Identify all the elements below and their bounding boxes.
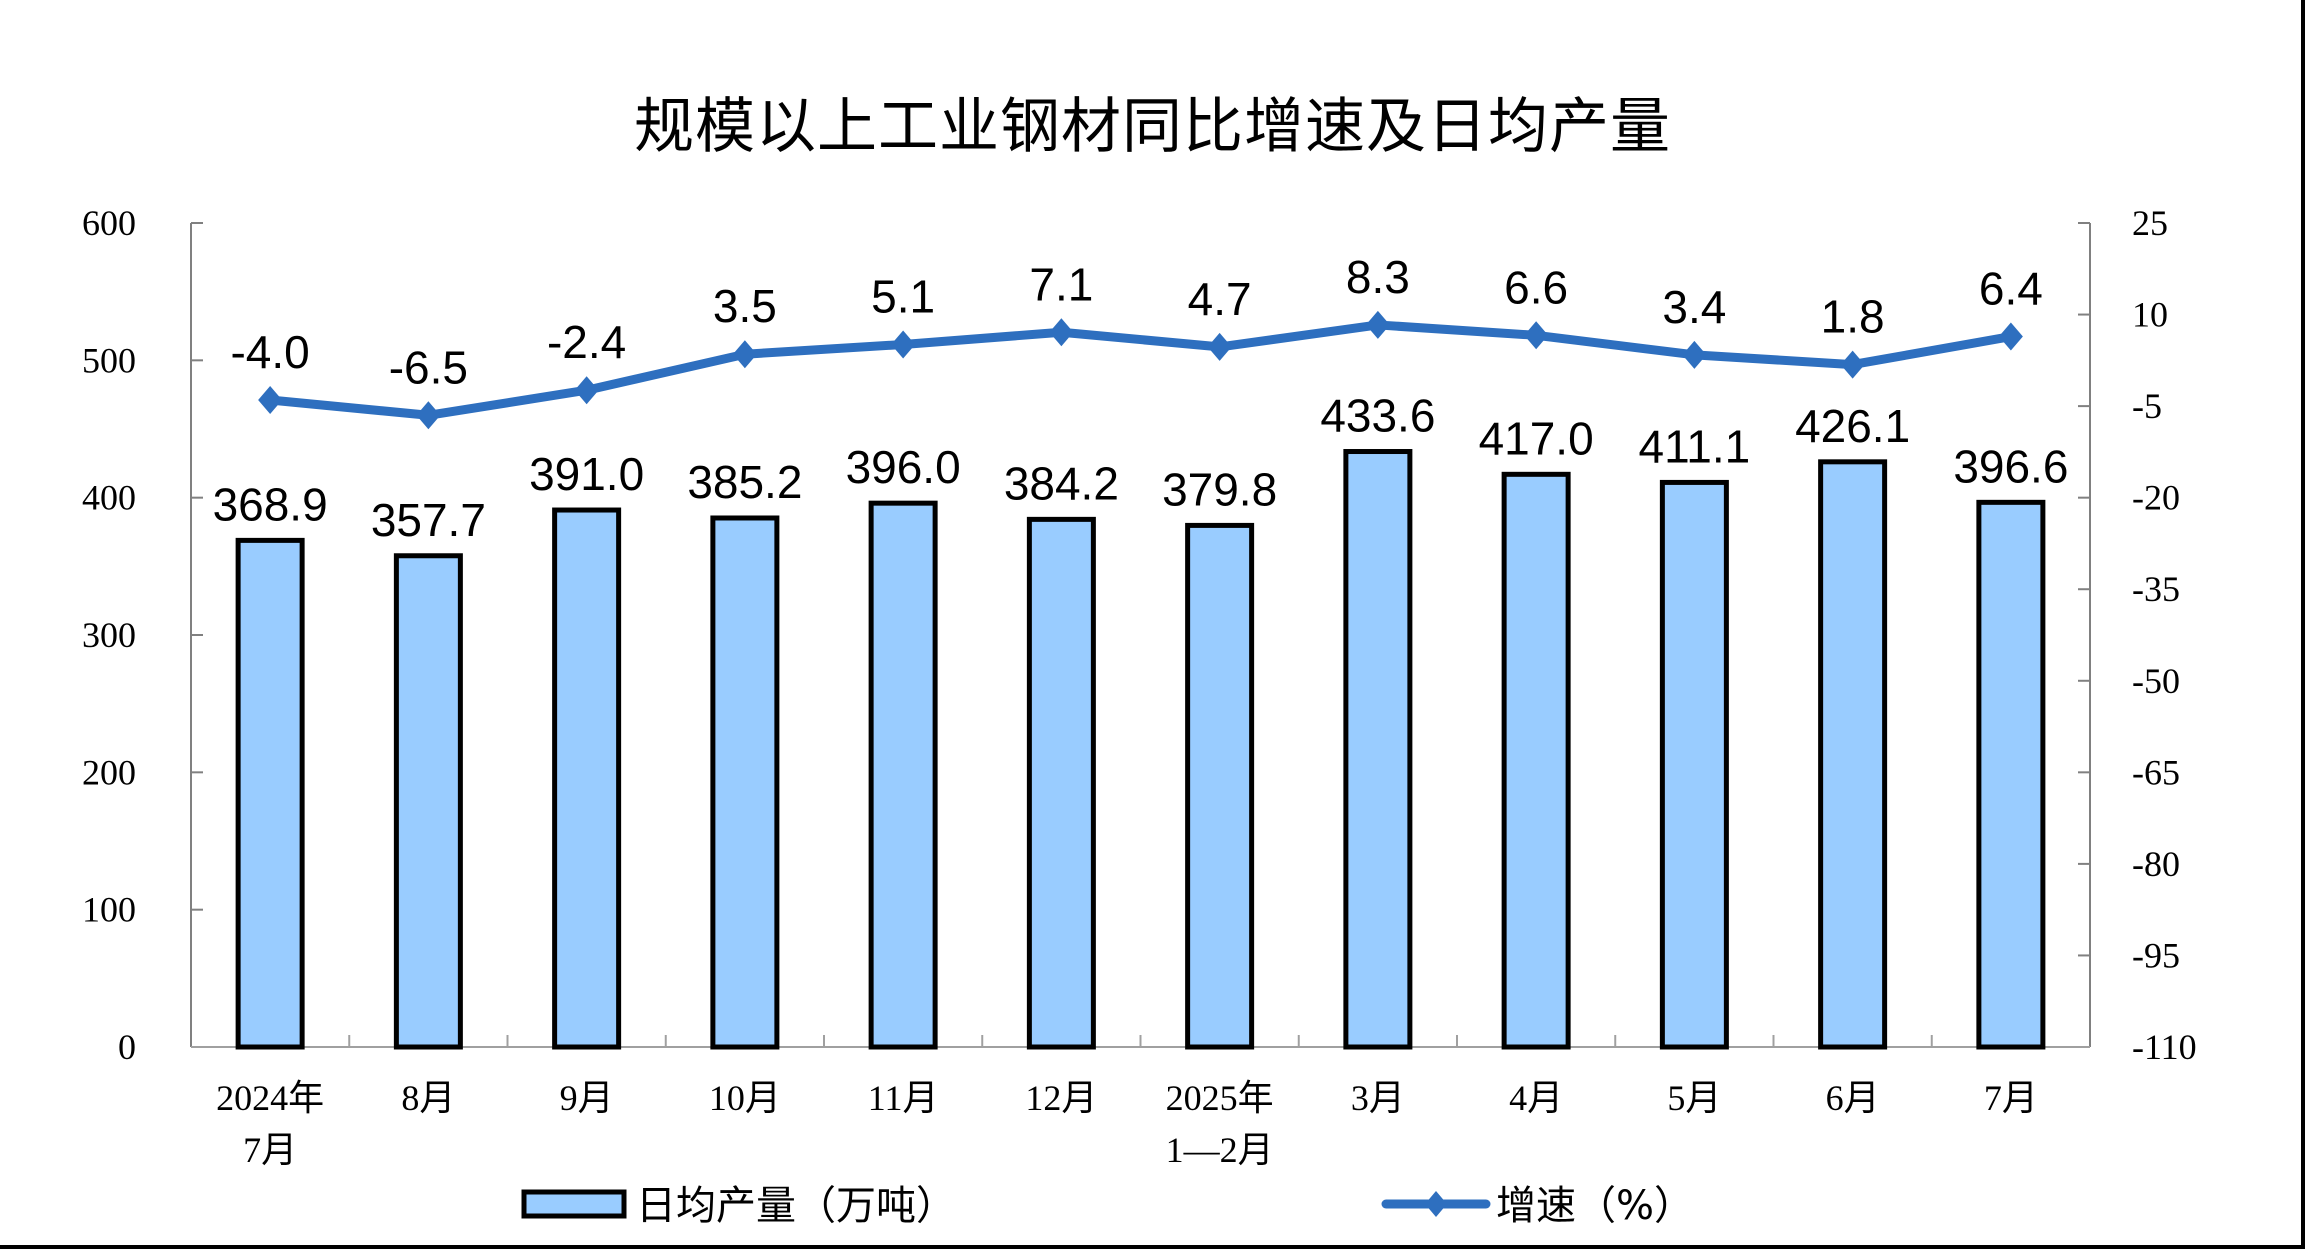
right-axis-tick-label: -5 (2132, 386, 2162, 426)
x-axis-label: 7月 (1984, 1078, 2038, 1118)
diamond-marker-icon (1998, 322, 2023, 351)
bar-value-label: 417.0 (1479, 412, 1594, 464)
right-axis-tick-label: -35 (2132, 569, 2180, 609)
bar (1026, 516, 1096, 1050)
diamond-marker-icon (574, 376, 599, 405)
line-value-label: -4.0 (230, 326, 309, 378)
x-axis-label: 10月 (709, 1078, 781, 1118)
line-value-label: -2.4 (547, 316, 626, 368)
right-axis-tick-label: -20 (2132, 478, 2180, 518)
x-axis-label: 12月 (1025, 1078, 1097, 1118)
diamond-marker-icon (1682, 340, 1707, 369)
diamond-marker-icon (732, 340, 757, 369)
bar-value-label: 357.7 (371, 494, 486, 546)
diamond-marker-icon (1207, 332, 1232, 361)
legend-bar-swatch (521, 1189, 627, 1219)
chart-title: 规模以上工业钢材同比增速及日均产量 (634, 92, 1671, 162)
right-axis-tick-label: -110 (2132, 1027, 2197, 1067)
left-axis-tick-label: 200 (82, 752, 136, 792)
x-axis-label: 6月 (1826, 1078, 1880, 1118)
bar (710, 515, 780, 1050)
x-axis-label: 11月 (868, 1078, 939, 1118)
line-value-label: -6.5 (389, 341, 468, 393)
bar (868, 500, 938, 1050)
bar (1976, 499, 2046, 1050)
bar-value-label: 385.2 (687, 456, 802, 508)
bar (235, 537, 305, 1050)
right-axis-tick-label: 25 (2132, 203, 2168, 243)
line-value-label: 3.4 (1662, 281, 1726, 333)
bar-value-label: 411.1 (1639, 420, 1751, 472)
right-axis-tick-label: -80 (2132, 844, 2180, 884)
x-axis-label: 3月 (1351, 1078, 1405, 1118)
line-value-label: 5.1 (871, 270, 935, 322)
legend-line-label: 增速（%） (1496, 1183, 1694, 1229)
right-axis-tick-label: -95 (2132, 935, 2180, 975)
left-axis-tick-label: 400 (82, 478, 136, 518)
bar (1501, 471, 1571, 1050)
bar-series (235, 449, 2046, 1050)
bar (1185, 522, 1255, 1050)
diamond-marker-icon (1049, 318, 1074, 347)
bar-value-label: 368.9 (213, 478, 328, 530)
data-labels: 368.9 357.7 391.0 385.2 396.0 384.2 379.8 433.6… (213, 251, 2069, 546)
x-axis-label: 7月 (243, 1130, 297, 1170)
diamond-marker-icon (1840, 350, 1865, 379)
growth-line (269, 320, 2012, 420)
bar-value-label: 396.0 (846, 441, 961, 493)
bar-value-label: 396.6 (1953, 440, 2068, 492)
legend: 日均产量（万吨） 增速（%） (521, 1183, 1694, 1229)
line-value-label: 1.8 (1821, 291, 1885, 343)
bar (1343, 449, 1413, 1050)
line-value-label: 8.3 (1346, 251, 1410, 303)
bar-value-label: 379.8 (1162, 463, 1277, 515)
bar-value-label: 384.2 (1004, 457, 1119, 509)
diamond-marker-icon (258, 386, 283, 415)
bar (552, 507, 622, 1050)
legend-bar-label: 日均产量（万吨） (636, 1183, 956, 1229)
legend-diamond-marker-icon (1425, 1191, 1447, 1217)
left-axis-tick-label: 300 (82, 615, 136, 655)
line-value-label: 3.5 (713, 280, 777, 332)
x-axis-label: 2024年 (216, 1078, 324, 1118)
bar (393, 553, 463, 1050)
line-value-label: 7.1 (1029, 258, 1093, 310)
axes: 0 100 200 300 400 500 600 25 10 -5 -20 -35 -50 -65 -80… (82, 203, 2197, 1067)
bar-value-label: 391.0 (529, 448, 644, 500)
x-axis-label: 5月 (1667, 1078, 1721, 1118)
right-axis-tick-label: 10 (2132, 295, 2168, 335)
bar-value-label: 426.1 (1795, 400, 1910, 452)
bar (1659, 479, 1729, 1050)
right-axis-tick-label: -65 (2132, 752, 2180, 792)
diamond-marker-icon (891, 330, 916, 359)
line-value-label: 4.7 (1188, 273, 1252, 325)
x-axis-label: 8月 (401, 1078, 455, 1118)
left-axis-tick-label: 500 (82, 340, 136, 380)
x-axis-label: 2025年 (1166, 1078, 1274, 1118)
right-axis-tick-label: -50 (2132, 661, 2180, 701)
diamond-marker-icon (1365, 310, 1390, 339)
line-value-label: 6.6 (1504, 261, 1568, 313)
x-axis-label: 4月 (1509, 1078, 1563, 1118)
left-axis-tick-label: 100 (82, 890, 136, 930)
bar (1818, 459, 1888, 1050)
x-axis-label: 9月 (560, 1078, 614, 1118)
diamond-marker-icon (416, 401, 441, 430)
x-axis-label: 1—2月 (1166, 1130, 1274, 1170)
line-value-label: 6.4 (1979, 263, 2043, 315)
line-series (258, 310, 2023, 430)
bar-value-label: 433.6 (1320, 390, 1435, 442)
left-axis-tick-label: 0 (118, 1027, 136, 1067)
x-axis-labels: 2024年 7月 8月 9月 10月 11月 12月 2025年 1—2月 3月 4月 5月 6月 7月 (216, 1078, 2038, 1170)
diamond-marker-icon (1524, 321, 1549, 350)
left-axis-tick-label: 600 (82, 203, 136, 243)
